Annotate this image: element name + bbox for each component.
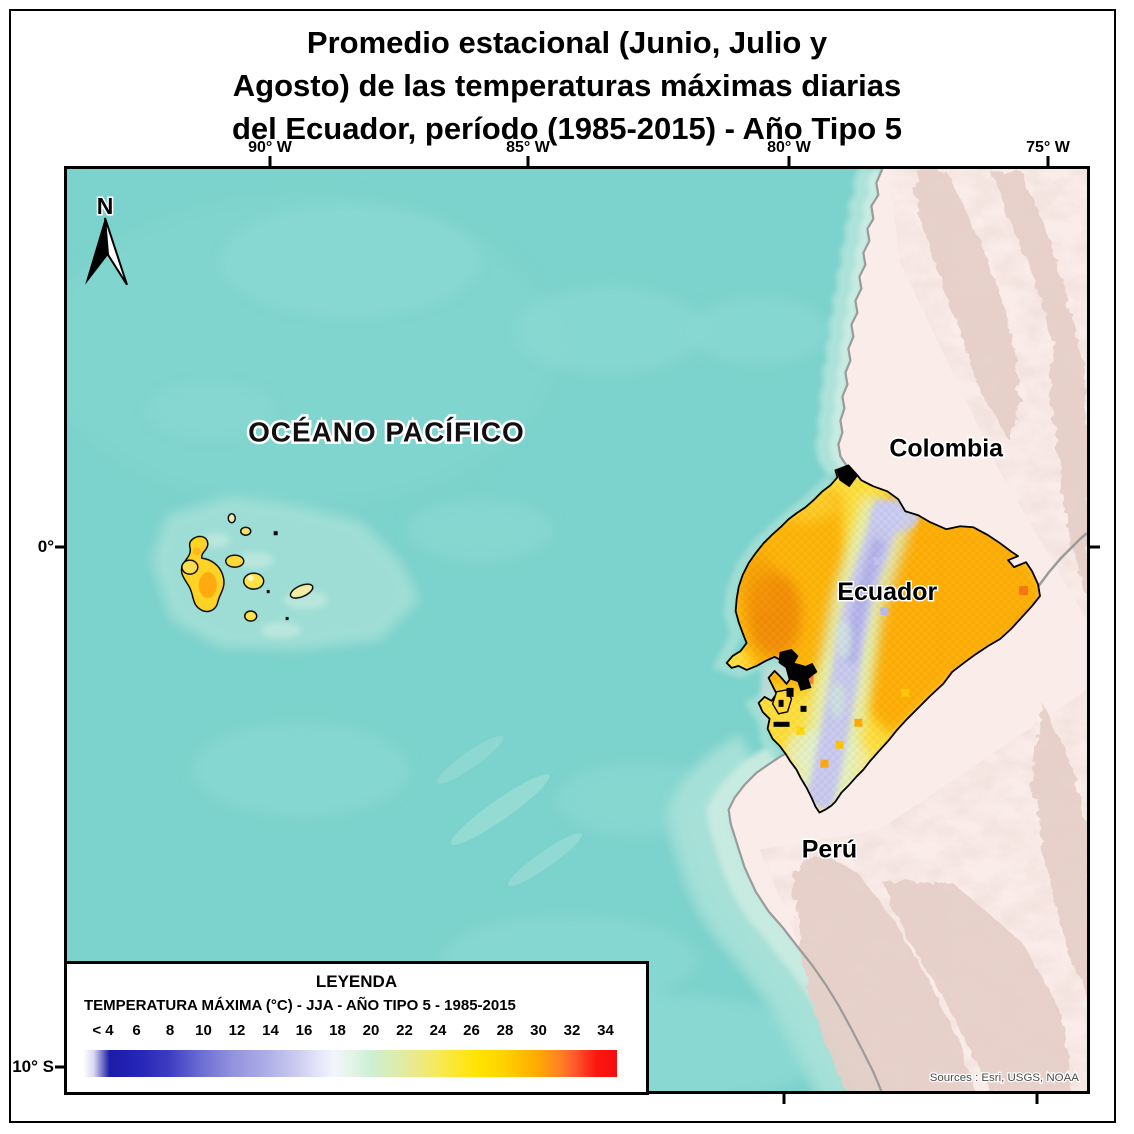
colombia-peru-border — [1036, 532, 1087, 589]
legend-tick-15: 34 — [597, 1022, 614, 1039]
legend-subtitle: TEMPERATURA MÁXIMA (°C) - JJA - AÑO TIPO… — [84, 997, 516, 1014]
legend-tick-0: < 4 — [92, 1022, 114, 1039]
map-svg: OCÉANO PACÍFICO Colombia Ecuador Perú So… — [67, 169, 1087, 1091]
legend-tick-12: 28 — [496, 1022, 514, 1039]
axis-tick-top-2 — [787, 156, 791, 169]
legend-tick-9: 22 — [396, 1022, 413, 1039]
ocean-label: OCÉANO PACÍFICO — [248, 416, 525, 447]
axis-label-top-3: 75° W — [1026, 139, 1070, 156]
peru-label: Perú — [802, 836, 857, 864]
north-arrow-icon: N — [85, 191, 128, 286]
legend-tick-6: 16 — [295, 1022, 313, 1039]
legend-tick-2: 8 — [165, 1022, 175, 1039]
axis-tick-bottom-1 — [1035, 1092, 1039, 1104]
coastal-shallows — [666, 169, 883, 1091]
ecuador-label: Ecuador — [837, 578, 937, 606]
axis-tick-top-1 — [526, 156, 530, 169]
legend-title: LEYENDA — [315, 972, 398, 991]
map-canvas: OCÉANO PACÍFICO Colombia Ecuador Perú So… — [64, 166, 1090, 1094]
galapagos-detail — [192, 547, 254, 599]
north-arrow-label: N — [97, 193, 114, 219]
legend-tick-8: 20 — [362, 1022, 380, 1039]
axis-tick-top-0 — [268, 156, 272, 169]
axis-label-top-2: 80° W — [767, 139, 811, 156]
ecuador-border — [725, 464, 1041, 814]
axis-tick-right-0 — [1088, 545, 1100, 549]
legend-tick-10: 24 — [429, 1022, 447, 1039]
map-labels: OCÉANO PACÍFICO Colombia Ecuador Perú So… — [246, 414, 1081, 1085]
urban-marks — [773, 465, 858, 727]
title-line-2: Agosto) de las temperaturas máximas diar… — [232, 68, 902, 103]
legend-tick-14: 32 — [563, 1022, 581, 1039]
coastlines — [727, 169, 884, 1091]
galapagos-islets — [266, 531, 289, 621]
axis-label-left-1: 10° S — [12, 1057, 54, 1076]
axis-label-top-1: 85° W — [506, 139, 550, 156]
legend-tick-4: 12 — [228, 1022, 246, 1039]
legend-tick-13: 30 — [530, 1022, 547, 1039]
title-line-3: del Ecuador, período (1985-2015) - Año T… — [231, 111, 903, 146]
page-title: Promedio estacional (Junio, Julio y Agos… — [0, 21, 1134, 150]
legend-tick-3: 10 — [195, 1022, 212, 1039]
legend-color-ramp — [83, 1050, 617, 1077]
colombia-label: Colombia — [889, 434, 1004, 462]
legend-tick-5: 14 — [262, 1022, 279, 1039]
legend-tick-labels: < 4 6 8 10 12 14 16 18 20 22 24 26 28 30 32 34 — [67, 1022, 646, 1040]
ocean-ridges — [437, 735, 583, 887]
sources-attribution: Sources : Esri, USGS, NOAA — [930, 1072, 1079, 1084]
legend-tick-7: 18 — [329, 1022, 346, 1039]
title-line-1: Promedio estacional (Junio, Julio y — [306, 25, 828, 60]
axis-tick-top-3 — [1046, 156, 1050, 169]
axis-tick-left-1 — [55, 1065, 66, 1069]
legend-tick-1: 6 — [132, 1022, 141, 1039]
axis-label-top-0: 90° W — [248, 139, 292, 156]
axis-tick-bottom-0 — [782, 1092, 786, 1104]
axis-label-left-0: 0° — [37, 537, 54, 556]
axis-tick-left-0 — [55, 545, 66, 549]
legend-box: LEYENDA TEMPERATURA MÁXIMA (°C) - JJA - … — [64, 961, 649, 1095]
legend-tick-11: 26 — [463, 1022, 480, 1039]
